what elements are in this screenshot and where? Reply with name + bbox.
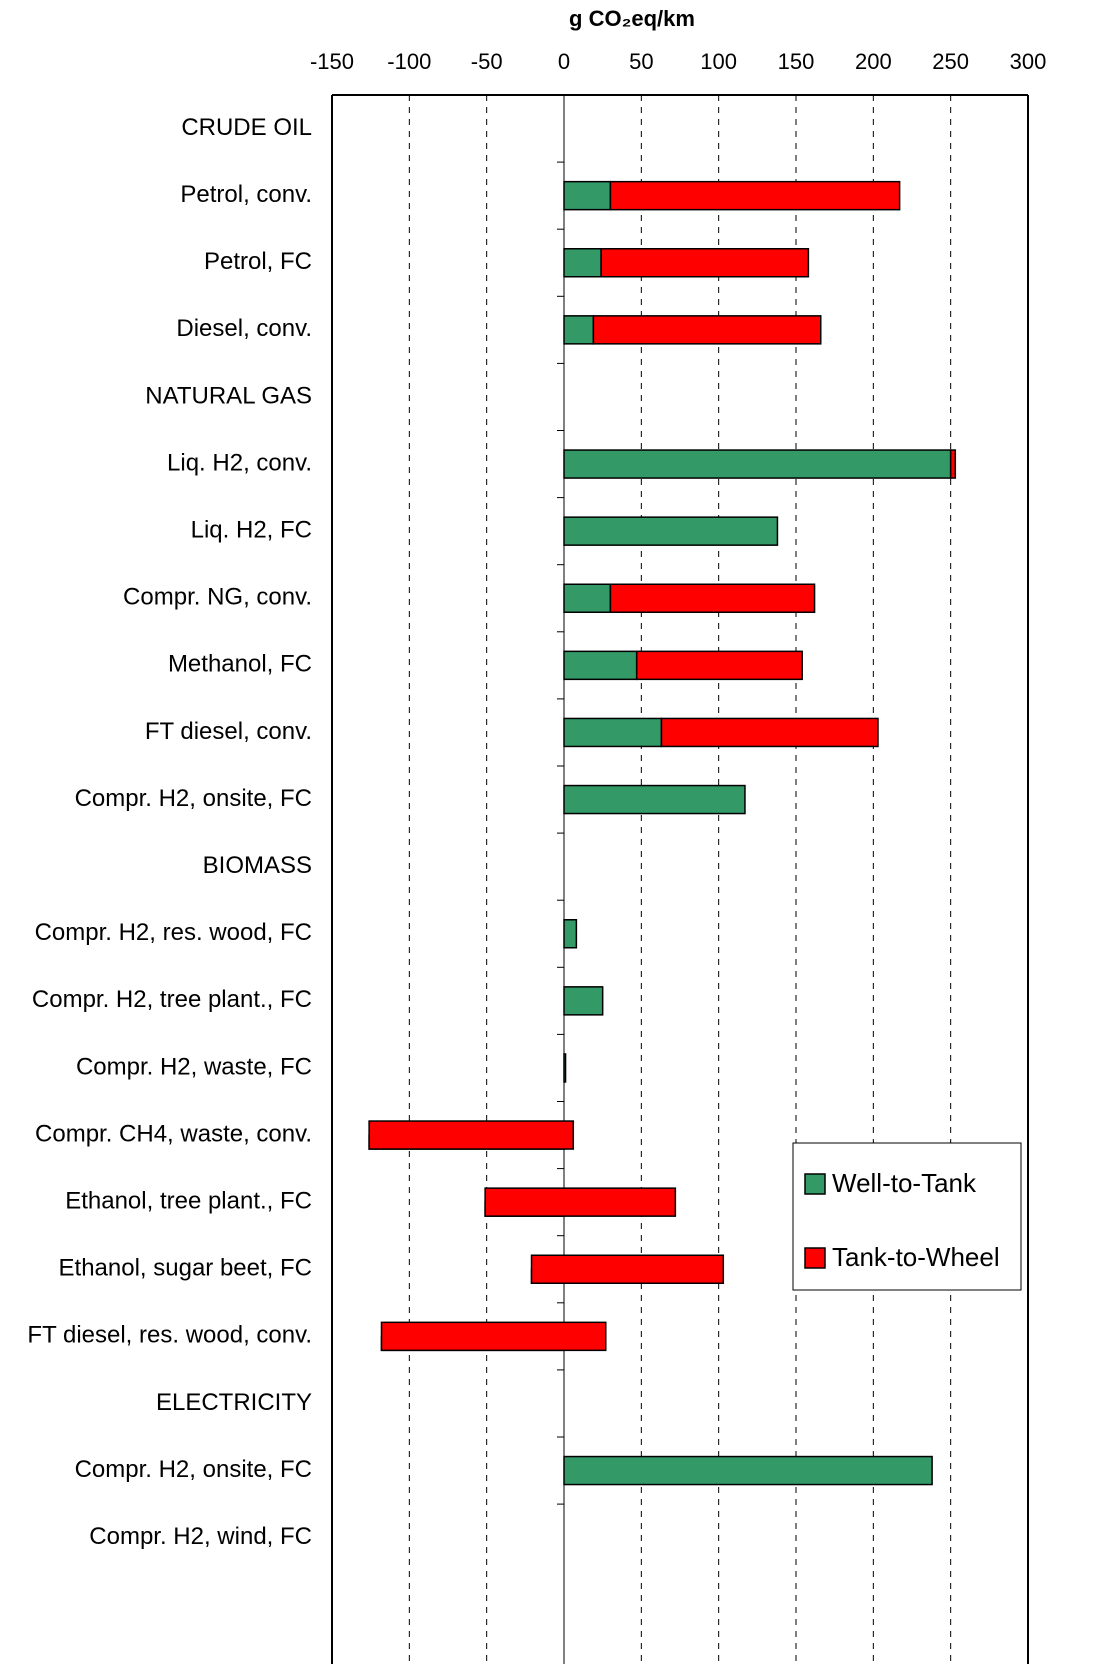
bar-segment	[660, 717, 879, 748]
legend-label: Tank-to-Wheel	[832, 1242, 1000, 1272]
category-label: Ethanol, sugar beet, FC	[59, 1255, 312, 1282]
bar-segment	[380, 1321, 607, 1352]
x-tick-label: -50	[471, 49, 503, 74]
bar-segment	[635, 650, 803, 681]
bar-segment	[563, 919, 578, 949]
bar-segment	[609, 180, 901, 211]
bar-segment	[609, 583, 816, 613]
bar-segment	[600, 248, 810, 278]
category-label: FT diesel, res. wood, conv.	[27, 1322, 312, 1349]
bar-segment	[949, 449, 957, 479]
category-label: Compr. H2, onsite, FC	[75, 1456, 312, 1483]
category-label: Compr. CH4, waste, conv.	[35, 1120, 312, 1147]
category-label: NATURAL GAS	[145, 382, 312, 409]
category-label: BIOMASS	[203, 852, 312, 879]
x-tick-label: -150	[310, 49, 354, 74]
category-label: Diesel, conv.	[176, 315, 312, 342]
category-label: Methanol, FC	[168, 651, 312, 678]
category-label: Compr. H2, res. wood, FC	[35, 919, 312, 946]
category-label: Compr. H2, waste, FC	[76, 1053, 312, 1080]
bar-segment	[563, 1053, 567, 1083]
bar-segment	[563, 583, 612, 613]
bar-segment	[563, 650, 638, 681]
x-tick-label: 300	[1010, 49, 1047, 74]
legend-swatch	[804, 1247, 826, 1269]
bar-segment	[592, 315, 822, 345]
x-tick-label: 100	[700, 49, 737, 74]
bar-segment	[563, 784, 746, 815]
bar-segment	[563, 315, 595, 345]
category-label: Compr. H2, onsite, FC	[75, 785, 312, 812]
bar-segment	[563, 986, 604, 1016]
category-label: Petrol, FC	[204, 248, 312, 275]
x-tick-label: 0	[558, 49, 570, 74]
bar-segment	[563, 1455, 933, 1486]
x-tick-label: 150	[778, 49, 815, 74]
chart-title: g CO₂eq/km	[569, 6, 695, 31]
x-tick-label: 250	[932, 49, 969, 74]
legend-box	[792, 1142, 1022, 1291]
legend-label: Well-to-Tank	[832, 1168, 977, 1198]
category-label: Liq. H2, FC	[191, 516, 312, 543]
bar-segment	[563, 449, 952, 479]
bar-segment	[563, 180, 612, 211]
bar-segment	[484, 1187, 677, 1217]
category-label: CRUDE OIL	[181, 114, 312, 141]
category-label: ELECTRICITY	[156, 1389, 312, 1416]
x-tick-label: -100	[387, 49, 431, 74]
category-label: Compr. H2, wind, FC	[89, 1523, 312, 1550]
bar-segment	[563, 248, 602, 278]
bar-segment	[530, 1254, 725, 1284]
category-label: Compr. H2, tree plant., FC	[32, 986, 312, 1013]
category-label: FT diesel, conv.	[145, 718, 312, 745]
bar-segment	[563, 717, 663, 748]
bar-segment	[368, 1120, 575, 1150]
category-label: Petrol, conv.	[180, 181, 312, 208]
category-label: Ethanol, tree plant., FC	[65, 1187, 312, 1214]
x-tick-label: 50	[629, 49, 653, 74]
bar-segment	[563, 516, 779, 546]
x-tick-label: 200	[855, 49, 892, 74]
legend-swatch	[804, 1173, 826, 1195]
category-label: Compr. NG, conv.	[123, 584, 312, 611]
category-label: Liq. H2, conv.	[167, 449, 312, 476]
